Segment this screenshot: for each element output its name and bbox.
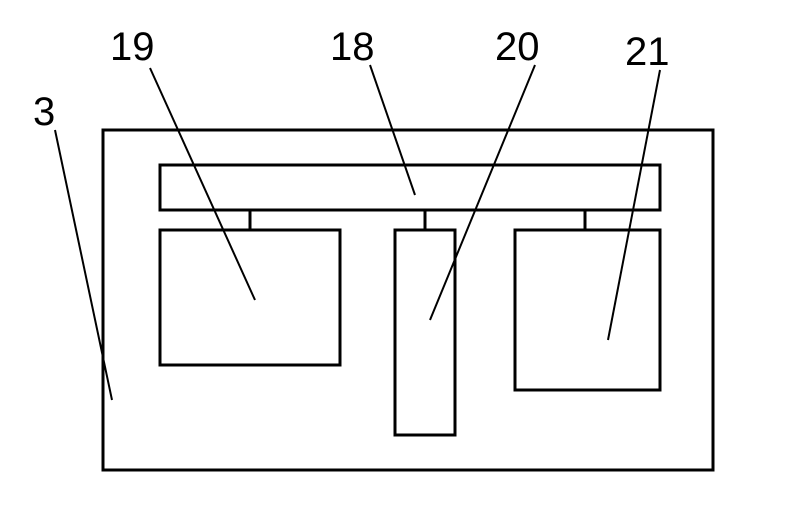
top-bar bbox=[160, 165, 660, 210]
label-right: 21 bbox=[625, 30, 670, 74]
label-left: 19 bbox=[110, 25, 155, 69]
leader-middle bbox=[430, 65, 535, 320]
right-box bbox=[515, 230, 660, 390]
left-box bbox=[160, 230, 340, 365]
middle-box bbox=[395, 230, 455, 435]
leader-left bbox=[150, 68, 255, 300]
diagram-canvas: 3 19 18 20 21 bbox=[0, 0, 802, 517]
label-outer: 3 bbox=[33, 90, 55, 134]
label-bar: 18 bbox=[330, 25, 375, 69]
label-middle: 20 bbox=[495, 25, 540, 69]
leader-right bbox=[608, 70, 660, 340]
outer-box bbox=[103, 130, 713, 470]
